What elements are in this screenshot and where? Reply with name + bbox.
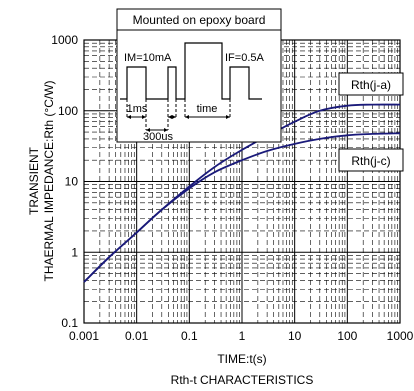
y-tick-label: 10 (65, 175, 79, 189)
legend-label-ja: Rth(j-a) (351, 78, 391, 92)
legend-rth-jc: Rth(j-c) (338, 148, 404, 172)
y-axis-label-line1: TRANSIENT (27, 146, 41, 215)
arrowhead (226, 115, 230, 119)
t2-label: time (197, 103, 218, 115)
x-tick-label: 1000 (387, 329, 414, 343)
board-label: Mounted on epoxy board (133, 13, 266, 27)
im-label: IM=10mA (124, 52, 172, 64)
x-tick-label: 10 (288, 329, 302, 343)
pulse-box (116, 29, 282, 143)
arrowhead (185, 115, 189, 119)
t1-label: 1ms (127, 103, 148, 115)
x-tick-label: 0.01 (125, 329, 149, 343)
y-tick-label: 100 (58, 104, 78, 118)
arrowhead (127, 115, 131, 119)
y-tick-label: 1000 (51, 33, 78, 47)
x-tick-label: 0.001 (69, 329, 99, 343)
chart-title: Rth-t CHARACTERISTICS (171, 373, 314, 387)
y-axis-label-line2: THAERMAL IMPEDANCE:Rth (°C/W) (42, 80, 56, 281)
t3-label: 300us (143, 131, 173, 143)
x-tick-label: 100 (337, 329, 357, 343)
pulse-inset: Mounted on epoxy board IM=10mA IF=0.5A 1… (116, 8, 282, 143)
tick-labels: 0.001 0.01 0.1 1 10 100 1000 0.1 1 10 100 1000 (51, 33, 413, 343)
arrowhead (168, 115, 172, 119)
x-axis-label: TIME:t(s) (217, 352, 266, 366)
x-tick-label: 1 (239, 329, 246, 343)
arrowhead (142, 115, 146, 119)
pulse-waveform (120, 42, 262, 100)
legend-box-ja (338, 72, 404, 96)
series-line-rth-jc (83, 132, 401, 283)
arrowhead (146, 128, 150, 132)
x-tick-label: 0.1 (181, 329, 198, 343)
series-layer (83, 103, 401, 283)
y-tick-label: 1 (71, 245, 78, 259)
y-tick-label: 0.1 (61, 316, 78, 330)
legend-box-jc (338, 148, 404, 172)
legend-rth-ja: Rth(j-a) (338, 72, 404, 96)
legend-label-jc: Rth(j-c) (351, 154, 390, 168)
arrowhead (172, 115, 176, 119)
if-label: IF=0.5A (225, 52, 264, 64)
arrowhead (164, 128, 168, 132)
